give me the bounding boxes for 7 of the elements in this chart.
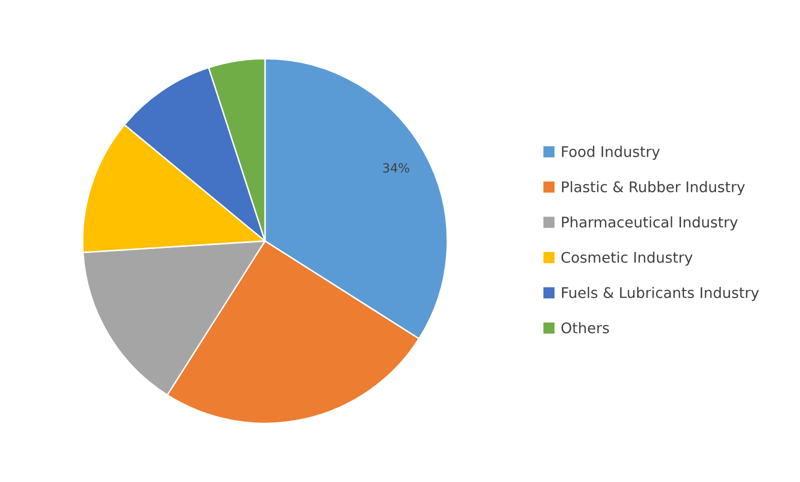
legend-label: Plastic & Rubber Industry (562, 181, 745, 196)
legend-label: Fuels & Lubricants Industry (562, 286, 759, 301)
legend-label: Cosmetic Industry (561, 252, 692, 266)
legend-label: Pharmaceutical Industry (562, 216, 738, 230)
legend-label: Food Industry (562, 146, 660, 160)
legend-label: Others (561, 322, 609, 334)
data-label: 34% (383, 163, 410, 173)
